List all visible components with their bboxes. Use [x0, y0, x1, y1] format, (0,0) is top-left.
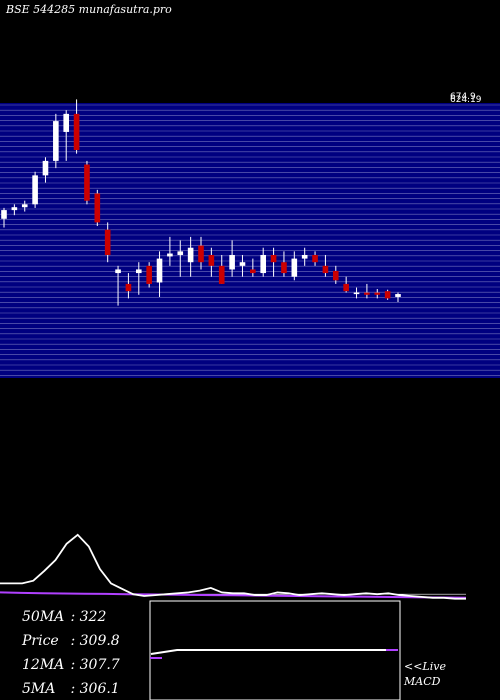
macd-box — [149, 600, 401, 700]
candle-body — [115, 269, 121, 274]
candle-body — [146, 265, 152, 284]
stat-value: 306.1 — [79, 681, 120, 697]
candle-body — [301, 254, 308, 259]
macd-panel — [149, 600, 401, 700]
candle-body — [11, 207, 18, 211]
candle-body — [125, 283, 132, 292]
candle-body — [239, 262, 246, 266]
candle-body — [312, 254, 318, 263]
stat-12ma: 12MA : 307.7 — [22, 658, 120, 672]
candle-body — [94, 193, 101, 223]
candle-body — [343, 283, 349, 292]
stat-label: 12MA — [22, 657, 65, 673]
candle-body — [167, 253, 173, 257]
candle-body — [177, 251, 184, 255]
candle-body — [208, 254, 215, 266]
stat-value: 322 — [79, 609, 107, 625]
candle-body — [218, 265, 225, 284]
indicator-ma-line — [0, 591, 467, 599]
chart-title: BSE 544285 munafasutra.pro — [6, 3, 172, 16]
price-label: 674.9 — [450, 92, 476, 102]
candle-body — [104, 229, 111, 255]
stat-value: 309.8 — [79, 633, 120, 649]
candle-body — [291, 258, 298, 277]
stat-5ma: 5MA : 306.1 — [22, 682, 120, 696]
price-panel — [0, 103, 500, 378]
stat-sep: : — [70, 681, 76, 697]
indicator-panel — [0, 533, 467, 600]
candle-body — [395, 294, 401, 297]
candle-body — [281, 262, 287, 274]
candle-body — [156, 258, 163, 283]
candle-body — [260, 254, 267, 274]
candle-body — [32, 175, 38, 205]
candles — [1, 99, 401, 306]
stat-price: Price : 309.8 — [22, 634, 120, 648]
stat-label: Price — [22, 633, 59, 649]
stat-sep: : — [70, 609, 76, 625]
candle-body — [374, 292, 381, 295]
candle-body — [84, 164, 90, 201]
candle-body — [1, 210, 7, 219]
candle-body — [353, 292, 360, 295]
candle-body — [322, 265, 329, 274]
stat-sep: : — [70, 657, 76, 673]
candle-body — [63, 113, 70, 132]
macd-live-label: <<Live — [404, 660, 446, 673]
price-label: 624.19 — [450, 95, 482, 105]
macd-label: MACD — [404, 675, 441, 688]
candle-body — [42, 160, 49, 176]
candle-body — [21, 204, 28, 208]
candle-body — [73, 113, 80, 151]
candle-body — [332, 270, 339, 281]
candle-body — [229, 254, 235, 270]
stat-value: 307.7 — [79, 657, 120, 673]
stat-label: 50MA — [22, 609, 65, 625]
macd-line — [150, 649, 386, 655]
candle-body — [187, 247, 194, 263]
candle-body — [198, 245, 204, 263]
stat-label: 5MA — [22, 681, 56, 697]
candle-body — [53, 121, 59, 161]
candle-body — [250, 269, 256, 274]
candle-body — [135, 269, 142, 274]
indicator-line — [0, 533, 466, 600]
stat-sep: : — [70, 633, 76, 649]
candle-body — [384, 291, 391, 299]
stat-50ma: 50MA : 322 — [22, 610, 106, 624]
candle-body — [270, 254, 277, 263]
candle-body — [364, 292, 370, 295]
